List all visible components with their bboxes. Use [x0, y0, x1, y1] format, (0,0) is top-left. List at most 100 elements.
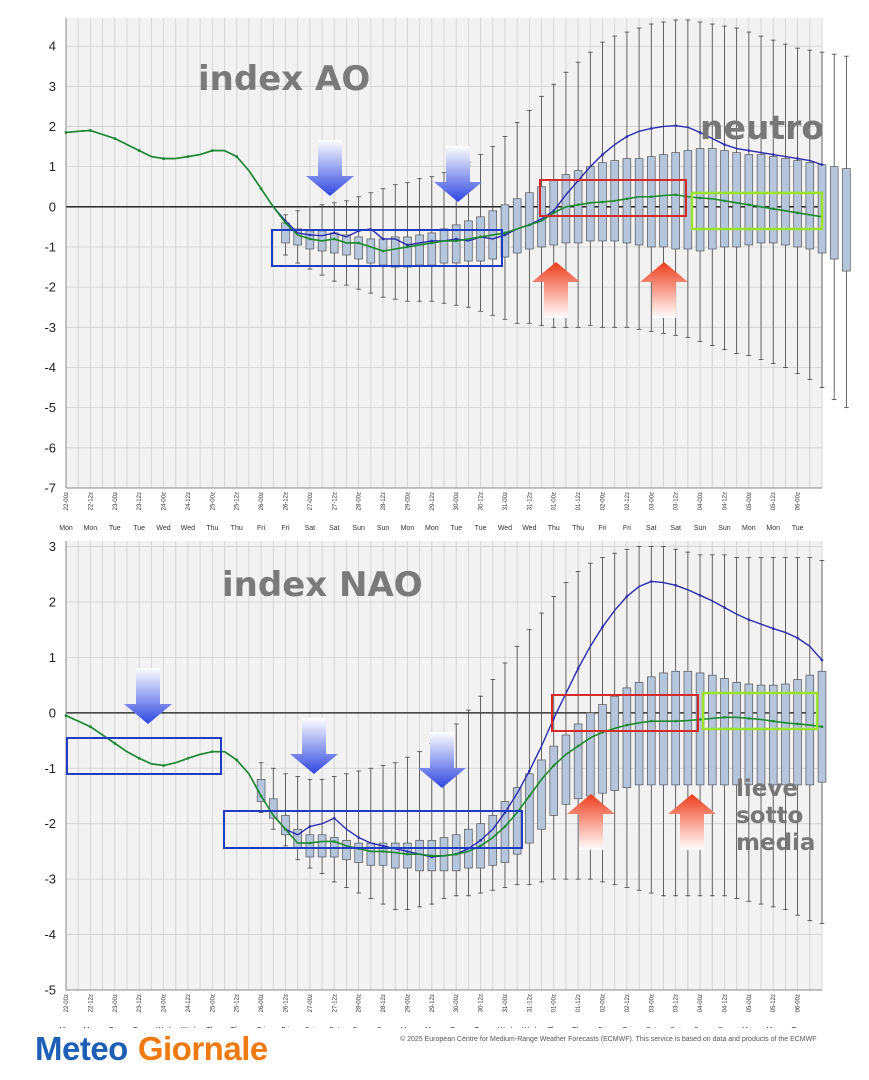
ao-series: [64, 124, 824, 253]
x-tick-label: 02-12z: [625, 994, 631, 1012]
series-point-mean: [186, 756, 190, 760]
x-tick-label: 03-12z: [674, 994, 680, 1012]
x-day-label: Tue: [133, 525, 145, 532]
x-tick-label: 01-00z: [552, 492, 558, 510]
nao-arrow-up-icon: [567, 794, 615, 850]
box: [744, 154, 754, 246]
x-day-label: Sun: [377, 1027, 390, 1028]
series-point-mean: [308, 237, 312, 241]
series-point-mean: [601, 200, 604, 204]
x-day-label: Fri: [623, 1027, 632, 1028]
x-day-label: Tue: [109, 525, 121, 532]
x-day-label: Fri: [281, 525, 290, 532]
series-point-mean: [64, 714, 68, 717]
x-tick-label: 05-12z: [771, 994, 777, 1012]
x-day-label: Sat: [646, 1027, 657, 1028]
ao-x-axis: 22-00z Mon 22-12z Mon 23-00z Tue 23-12z Tue 24-0…: [59, 487, 822, 532]
x-tick-label: 04-00z: [698, 492, 704, 510]
y-tick-label: -3: [44, 872, 56, 887]
x-tick-label: 05-00z: [747, 994, 753, 1012]
box: [403, 236, 412, 268]
x-tick-label: 25-00z: [210, 994, 216, 1012]
box: [634, 158, 644, 246]
x-day-label: Wed: [522, 1027, 536, 1028]
y-tick-label: -2: [44, 816, 56, 831]
x-tick-label: 23-12z: [137, 492, 143, 510]
box: [781, 683, 790, 786]
x-tick-label: 26-00z: [259, 994, 265, 1012]
box: [805, 162, 815, 250]
y-tick-label: 2: [49, 594, 56, 609]
x-tick-label: 24-12z: [186, 492, 192, 510]
box: [390, 842, 400, 869]
x-tick-label: 04-00z: [698, 994, 704, 1012]
box: [451, 224, 461, 264]
series-point-control: [430, 239, 434, 243]
x-day-label: Mon: [84, 1027, 98, 1028]
series-point-mean: [576, 744, 580, 748]
box: [549, 745, 558, 816]
box: [829, 166, 839, 260]
x-tick-label: 30-00z: [454, 492, 460, 510]
x-tick-label: 30-12z: [479, 994, 485, 1012]
box: [500, 801, 510, 863]
series-point-control: [381, 844, 385, 848]
y-tick-label: 2: [49, 119, 56, 134]
series-point-mean: [64, 131, 68, 134]
box: [793, 160, 802, 248]
nao-series: [64, 580, 824, 859]
nao-blue-highlight-box-left: [66, 737, 222, 775]
meteogiornale-logo: Meteo Giornale: [35, 1030, 268, 1068]
logo-part-meteo: Meteo: [35, 1030, 128, 1067]
x-day-label: Mon: [742, 525, 756, 532]
series-point-control: [528, 769, 531, 773]
series-point-mean: [332, 237, 336, 241]
box: [586, 712, 595, 797]
x-day-label: Sat: [305, 1027, 316, 1028]
x-day-label: Sat: [305, 525, 316, 532]
ao-y-axis: 4 3 2 1 0 -1 -2 -3 -4 -5 -6 -7: [44, 18, 67, 496]
series-point-mean: [649, 195, 653, 199]
x-tick-label: 23-00z: [113, 492, 119, 510]
series-point-mean: [576, 203, 580, 207]
x-tick-label: 01-12z: [576, 492, 582, 510]
x-tick-label: 22-00z: [64, 492, 70, 510]
series-point-control: [406, 243, 409, 247]
x-tick-label: 27-12z: [332, 492, 338, 510]
y-tick-label: -4: [44, 360, 56, 375]
nao-arrow-down-icon: [290, 718, 338, 774]
nao-arrow-up-icon: [668, 794, 716, 850]
x-tick-label: 31-00z: [503, 994, 509, 1012]
series-point-mean: [381, 249, 385, 253]
series-point-control: [771, 153, 775, 156]
box: [354, 236, 363, 260]
series-point-mean: [552, 211, 556, 215]
x-day-label: Fri: [257, 1027, 266, 1028]
series-point-mean: [137, 149, 141, 152]
x-day-label: Wed: [181, 1027, 195, 1028]
nao-green-highlight-box: [701, 691, 819, 731]
series-point-control: [723, 606, 726, 609]
series-point-control: [674, 124, 677, 127]
series-point-control: [649, 127, 653, 130]
x-day-label: Mon: [59, 525, 73, 532]
series-point-mean: [674, 193, 677, 197]
x-tick-label: 28-12z: [381, 492, 387, 510]
series-point-control: [479, 839, 482, 842]
x-tick-label: 31-12z: [527, 492, 533, 510]
nao-arrows: [124, 668, 716, 850]
x-day-label: Thu: [548, 1027, 560, 1028]
series-point-mean: [796, 211, 799, 215]
x-day-label: Fri: [623, 525, 632, 532]
ao-arrow-down-icon: [306, 140, 354, 196]
series-point-mean: [674, 719, 677, 723]
x-tick-label: 04-12z: [722, 492, 728, 510]
x-day-label: Fri: [281, 1027, 290, 1028]
series-point-control: [552, 717, 556, 720]
series-point-mean: [479, 844, 482, 848]
ecmwf-credit: © 2025 European Centre for Medium-Range …: [400, 1036, 817, 1043]
series-point-mean: [503, 231, 507, 235]
ao-annotation: neutro: [700, 108, 824, 147]
series-point-mean: [113, 137, 117, 140]
x-tick-label: 03-00z: [649, 994, 655, 1012]
